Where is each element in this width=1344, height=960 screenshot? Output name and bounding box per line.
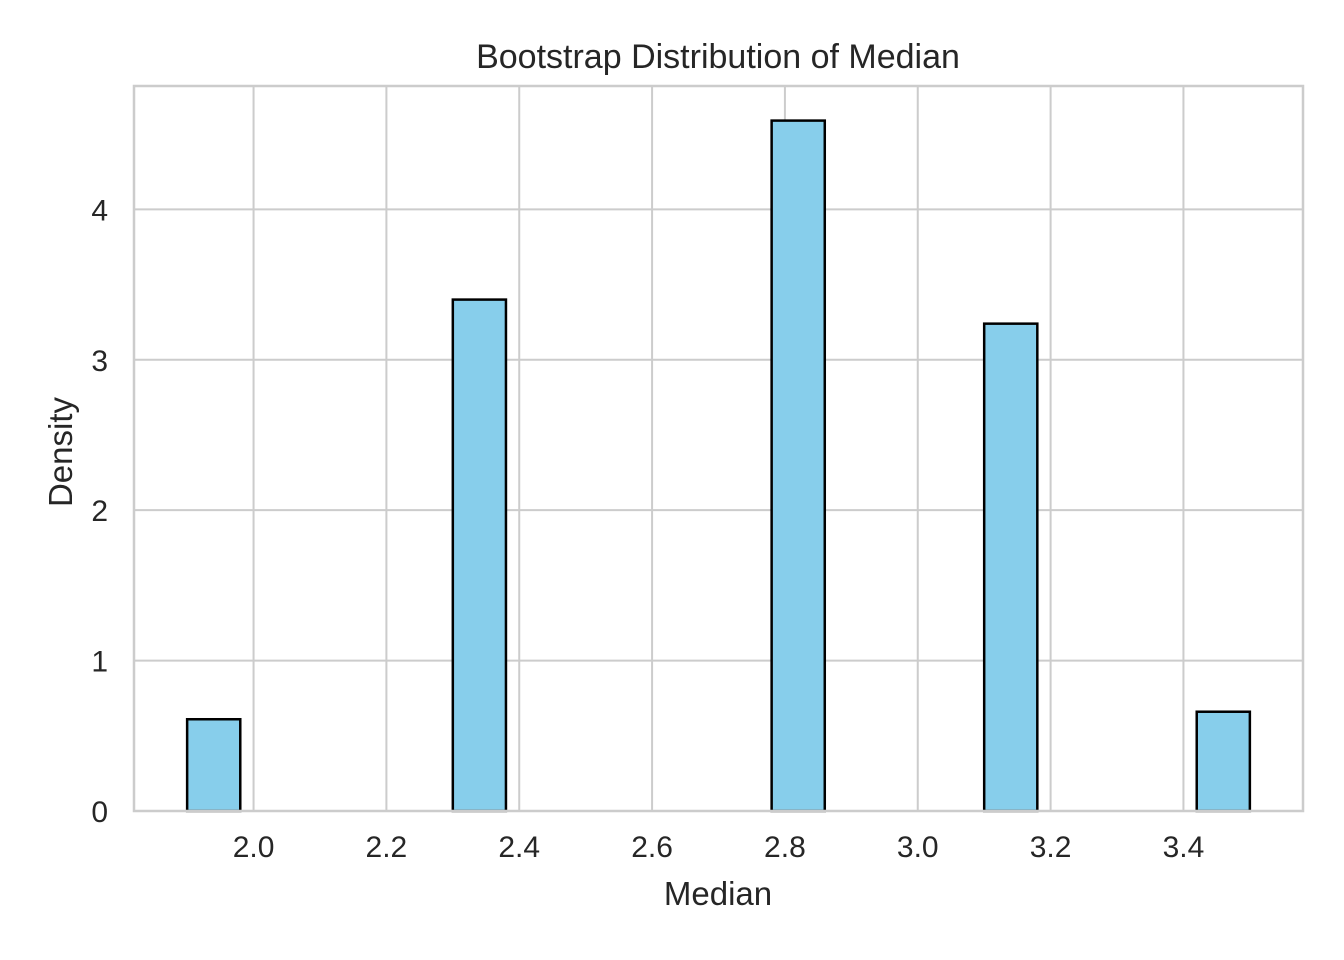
x-tick-label: 2.6 [631, 831, 673, 864]
bars [185, 119, 1252, 813]
x-tick-label: 3.2 [1030, 831, 1072, 864]
histogram-bar [770, 119, 827, 813]
y-axis-label: Density [42, 396, 79, 507]
y-tick-label: 4 [91, 194, 108, 227]
x-tick-label: 3.0 [897, 831, 939, 864]
grid [134, 86, 1303, 812]
histogram-bar [185, 717, 242, 813]
x-tick-label: 2.4 [498, 831, 540, 864]
x-tick-label: 3.4 [1163, 831, 1205, 864]
x-tick-label: 2.0 [233, 831, 275, 864]
chart-title: Bootstrap Distribution of Median [476, 38, 960, 76]
histogram-bar [982, 322, 1039, 813]
y-tick-label: 0 [91, 796, 108, 829]
plot-frame [132, 84, 1305, 813]
y-tick-label: 2 [91, 495, 108, 528]
histogram-bar [451, 298, 508, 813]
histogram-bar [1195, 710, 1252, 813]
y-axis-ticks: 0 1 2 3 4 [91, 194, 108, 829]
y-tick-label: 1 [91, 646, 108, 679]
x-tick-label: 2.8 [764, 831, 806, 864]
x-axis-ticks: 2.0 2.2 2.4 2.6 2.8 3.0 3.2 3.4 [233, 831, 1205, 864]
x-tick-label: 2.2 [366, 831, 408, 864]
y-tick-label: 3 [91, 345, 108, 378]
x-axis-label: Median [664, 875, 772, 912]
